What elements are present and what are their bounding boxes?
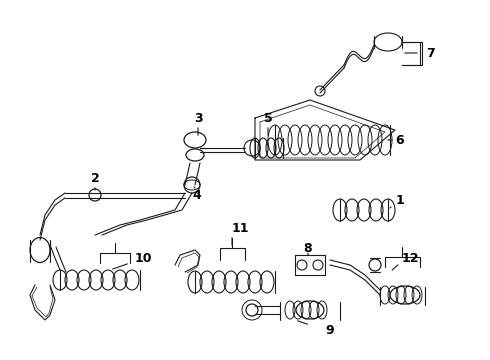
Text: 1: 1 (395, 194, 404, 207)
Text: 12: 12 (401, 252, 419, 265)
Text: 2: 2 (91, 171, 99, 185)
Text: 6: 6 (396, 134, 404, 147)
Text: 3: 3 (194, 112, 202, 125)
Text: 7: 7 (426, 46, 434, 59)
Text: 11: 11 (231, 221, 249, 234)
Text: 8: 8 (304, 242, 312, 255)
Text: 9: 9 (326, 324, 334, 337)
Text: 10: 10 (134, 252, 152, 265)
Text: 4: 4 (193, 189, 201, 202)
Text: 5: 5 (264, 112, 272, 125)
